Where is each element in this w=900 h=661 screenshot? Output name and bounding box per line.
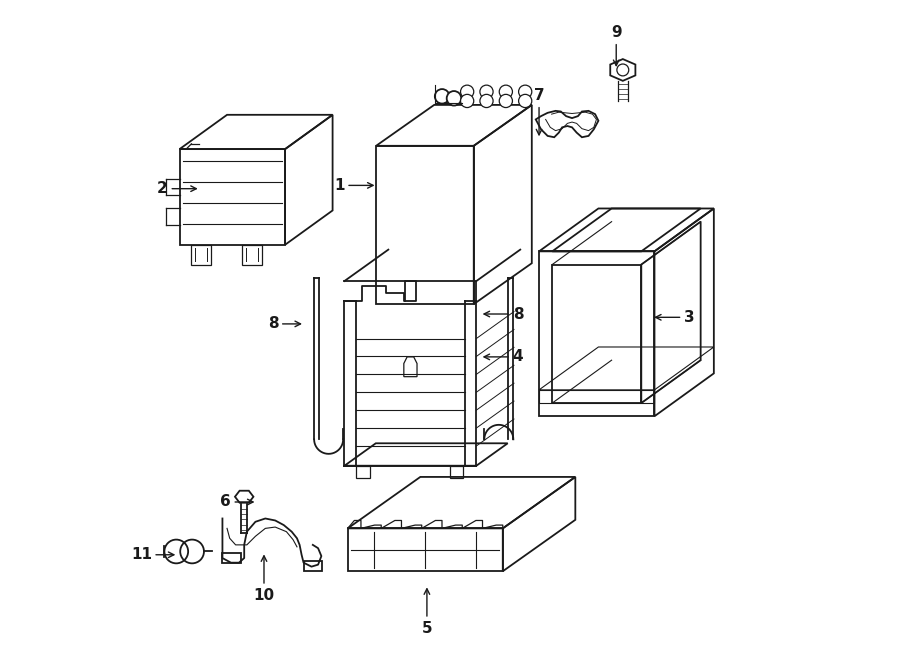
Circle shape [446,91,461,106]
Text: 11: 11 [130,547,152,563]
Text: 5: 5 [421,621,432,636]
Text: 3: 3 [684,310,695,325]
Text: 4: 4 [513,350,523,364]
Text: 1: 1 [334,178,345,193]
Text: 10: 10 [254,588,274,603]
Text: 6: 6 [220,494,231,510]
Text: 2: 2 [157,181,167,196]
Text: 9: 9 [611,25,622,40]
Circle shape [480,85,493,98]
Circle shape [461,85,473,98]
Text: 8: 8 [268,317,278,331]
Circle shape [461,95,473,108]
Circle shape [518,85,532,98]
Circle shape [500,95,512,108]
Circle shape [518,95,532,108]
Text: 7: 7 [534,88,544,103]
Circle shape [480,95,493,108]
Text: 8: 8 [513,307,523,321]
Circle shape [500,85,512,98]
Circle shape [435,89,449,104]
